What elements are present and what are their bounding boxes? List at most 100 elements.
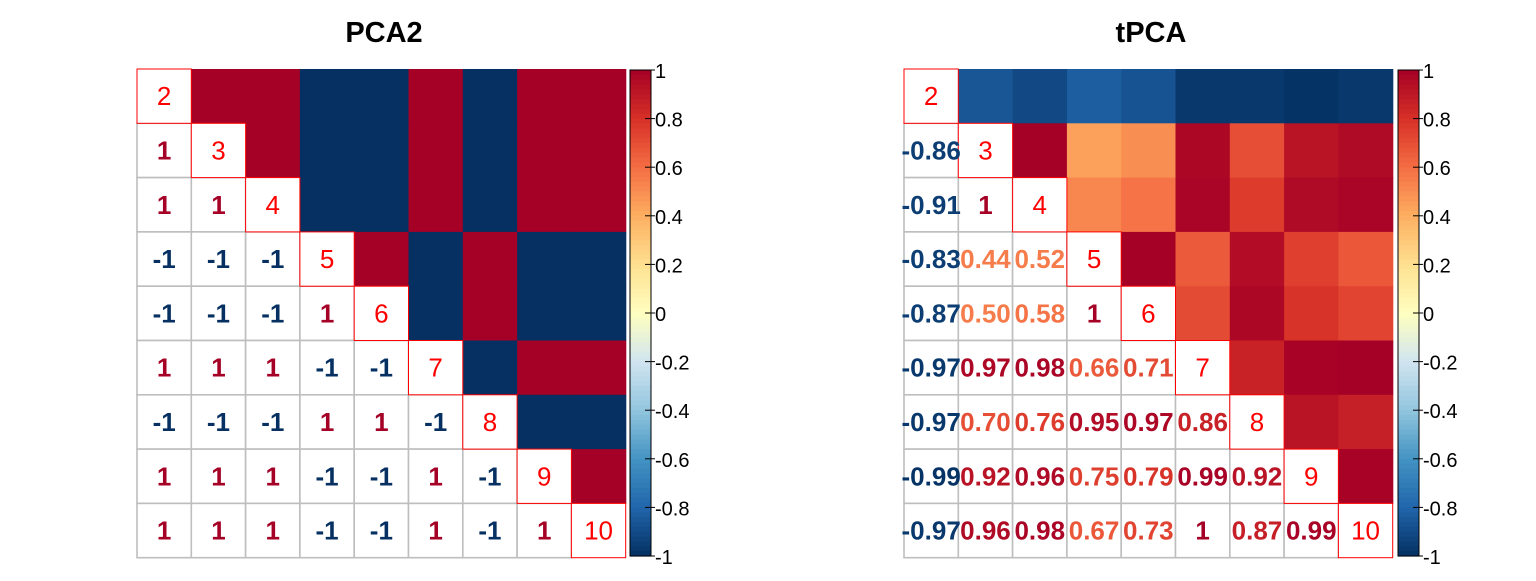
- colorbar-segment: [630, 269, 651, 275]
- grid-cell: [516, 502, 573, 559]
- colorbar-tick-label: -0.4: [655, 401, 689, 423]
- correlation-value-label: 0.75: [1069, 461, 1120, 491]
- grid-cell: [244, 502, 301, 559]
- grid-cell: [136, 122, 193, 179]
- correlation-value-label: -1: [370, 353, 393, 383]
- colorbar-segment: [630, 551, 651, 557]
- heatmap-cell: [1284, 394, 1339, 450]
- colorbar-segment: [1398, 298, 1419, 304]
- colorbar-tick-label: -1: [655, 547, 673, 569]
- colorbar-segment: [630, 196, 651, 202]
- diagonal-cell: [353, 285, 410, 342]
- colorbar-segment: [1398, 259, 1419, 265]
- diagonal-cell: [1066, 231, 1122, 287]
- colorbar-segment: [1398, 487, 1419, 494]
- correlation-value-label: -1: [261, 298, 284, 328]
- colorbar-segment: [1398, 278, 1419, 285]
- correlation-value-label: 0.98: [1014, 516, 1065, 546]
- colorbar-tick-label: 0: [655, 304, 666, 326]
- grid-cell: [957, 448, 1014, 505]
- colorbar-segment: [1398, 225, 1419, 231]
- colorbar-segment: [1398, 317, 1419, 324]
- heatmap-cell: [1012, 69, 1068, 124]
- correlation-value-label: 1: [157, 516, 171, 546]
- diagonal-cell: [190, 122, 247, 179]
- variable-label: 3: [978, 135, 992, 165]
- colorbar-tick-label: -0.8: [655, 498, 689, 520]
- heatmap-cell: [1284, 69, 1339, 124]
- colorbar-segment: [1398, 191, 1419, 197]
- colorbar-segment: [1398, 293, 1419, 300]
- grid-cell: [190, 448, 247, 505]
- colorbar-segment: [1398, 376, 1419, 382]
- colorbar-segment: [1398, 492, 1419, 499]
- grid-cell: [190, 339, 247, 396]
- colorbar-segment: [630, 215, 651, 222]
- grid-cell: [136, 448, 193, 505]
- colorbar-segment: [630, 351, 651, 358]
- colorbar-segment: [630, 104, 651, 110]
- colorbar-segment: [630, 138, 651, 144]
- colorbar-segment: [630, 317, 651, 324]
- correlation-value-label: -0.87: [902, 298, 961, 328]
- correlation-value-label: -0.97: [902, 353, 961, 383]
- colorbar-segment: [1398, 74, 1419, 81]
- colorbar-segment: [630, 147, 651, 154]
- colorbar-segment: [630, 327, 651, 334]
- colorbar-segment: [630, 531, 651, 538]
- colorbar-segment: [1398, 439, 1419, 445]
- diagonal-cell: [245, 177, 301, 233]
- heatmap-cell: [517, 123, 572, 179]
- heatmap-cell: [354, 231, 410, 287]
- correlation-value-label: -0.91: [902, 190, 961, 220]
- correlation-value-label: 1: [157, 353, 171, 383]
- heatmap-cell: [1175, 231, 1231, 287]
- grid-cell: [957, 285, 1014, 342]
- colorbar-segment: [630, 332, 651, 338]
- colorbar-segment: [1398, 157, 1419, 163]
- colorbar-segment: [1398, 507, 1419, 513]
- heatmap-cell: [1284, 340, 1339, 396]
- colorbar-segment: [630, 254, 651, 261]
- heatmap-cell: [1338, 449, 1394, 504]
- correlation-value-label: 1: [266, 461, 280, 491]
- colorbar-segment: [1398, 356, 1419, 363]
- colorbar-segment: [1398, 551, 1419, 557]
- correlation-value-label: 1: [978, 190, 992, 220]
- colorbar-segment: [1398, 142, 1419, 149]
- heatmap-cell: [517, 340, 572, 396]
- colorbar-segment: [630, 356, 651, 363]
- colorbar-segment: [1398, 138, 1419, 144]
- colorbar-segment: [1398, 84, 1419, 91]
- colorbar-segment: [630, 172, 651, 178]
- correlation-value-label: -1: [207, 244, 230, 274]
- heatmap-cell: [354, 123, 410, 179]
- diagonal-cell: [1012, 177, 1068, 233]
- colorbar-segment: [1398, 337, 1419, 343]
- tpca-title: tPCA: [1116, 17, 1187, 49]
- colorbar-segment: [630, 507, 651, 513]
- grid-cell: [903, 448, 960, 505]
- colorbar-segment: [630, 303, 651, 309]
- colorbar-segment: [1398, 385, 1419, 392]
- variable-label: 2: [924, 81, 938, 111]
- colorbar-segment: [1398, 444, 1419, 450]
- variable-label: 9: [537, 461, 551, 491]
- correlation-value-label: -1: [315, 461, 338, 491]
- colorbar-segment: [1398, 181, 1419, 188]
- heatmap-cell: [1229, 177, 1285, 233]
- colorbar-segment: [630, 541, 651, 547]
- colorbar-segment: [1398, 434, 1419, 440]
- heatmap-cell: [1338, 177, 1394, 233]
- colorbar-segment: [630, 201, 651, 207]
- correlation-value-label: 0.52: [1014, 244, 1065, 274]
- colorbar-segment: [630, 249, 651, 256]
- variable-label: 9: [1304, 461, 1318, 491]
- colorbar-segment: [630, 113, 651, 120]
- colorbar-segment: [630, 99, 651, 105]
- colorbar-segment: [630, 497, 651, 504]
- correlation-value-label: -0.97: [902, 407, 961, 437]
- heatmap-cell: [299, 177, 355, 233]
- heatmap-cell: [571, 177, 627, 233]
